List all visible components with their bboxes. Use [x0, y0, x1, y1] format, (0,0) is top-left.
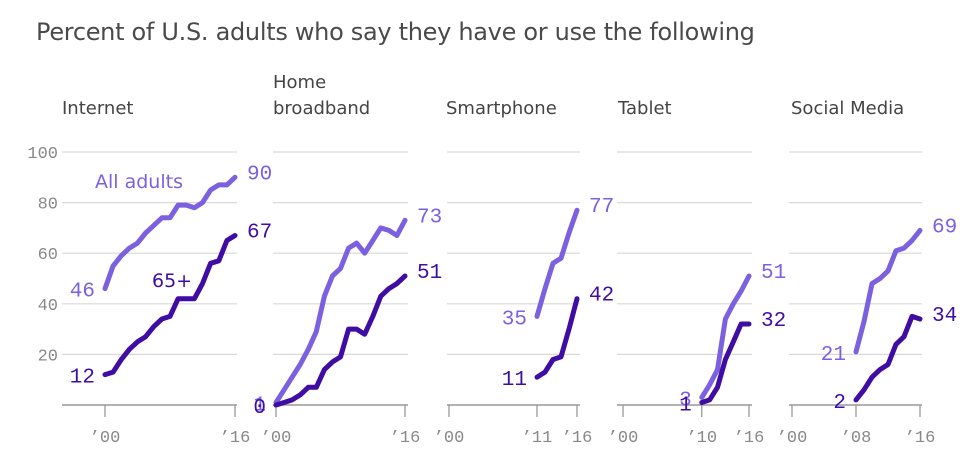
series-line-seniors: [102, 233, 238, 378]
end-value-label: 51: [761, 262, 786, 285]
panel-title-line: Home: [273, 72, 327, 93]
end-value-label: 69: [932, 216, 957, 239]
y-tick-label: 20: [38, 347, 58, 366]
start-value-label: 0: [253, 397, 266, 420]
x-tick-label: ’00: [261, 429, 292, 448]
x-tick-label: ’00: [777, 429, 808, 448]
start-value-label: 2: [833, 392, 846, 415]
start-value-label: 3: [679, 389, 692, 412]
end-value-label: 73: [417, 206, 442, 229]
end-value-label: 51: [417, 262, 442, 285]
x-tick-label: ’11: [522, 429, 553, 448]
series-line-seniors: [273, 273, 408, 408]
start-value-label: 21: [821, 344, 846, 367]
series-line-all-adults: [699, 273, 752, 400]
start-value-label: 1: [679, 394, 692, 417]
end-value-label: 42: [589, 285, 614, 308]
panel-title-internet: Internet: [62, 96, 133, 122]
series-line-seniors: [853, 313, 923, 403]
x-tick-label: ’10: [686, 429, 717, 448]
x-tick-label: ’16: [562, 429, 593, 448]
panel-title-line: broadband: [273, 98, 371, 119]
x-tick-label: ’08: [841, 429, 872, 448]
panel-title-home-broadband: Home broadband: [273, 70, 370, 122]
start-value-label: 11: [502, 369, 527, 392]
series-line-seniors: [699, 321, 752, 405]
series-line-all-adults: [853, 227, 923, 355]
panel-title-smartphone: Smartphone: [446, 96, 557, 122]
series-label-65-plus: 65+: [152, 270, 192, 292]
end-value-label: 90: [247, 163, 272, 186]
end-value-label: 67: [247, 221, 272, 244]
series-line-all-adults: [273, 217, 408, 405]
end-value-label: 77: [589, 196, 614, 219]
panel-title-line: Smartphone: [446, 98, 557, 119]
start-value-label: 1: [253, 394, 266, 417]
series-line-seniors: [534, 296, 580, 380]
end-value-label: 34: [932, 305, 957, 328]
series-label-all-adults: All adults: [95, 171, 183, 193]
series-line-all-adults: [534, 207, 580, 319]
x-tick-label: ’16: [220, 429, 251, 448]
y-tick-label: 60: [38, 246, 58, 265]
start-value-label: 46: [70, 281, 95, 304]
start-value-label: 35: [502, 308, 527, 331]
x-tick-label: ’00: [434, 429, 465, 448]
x-tick-label: ’00: [608, 429, 639, 448]
start-value-label: 12: [70, 367, 95, 390]
end-value-label: 32: [761, 310, 786, 333]
panel-title-line: Tablet: [618, 98, 672, 119]
series-line-all-adults: [102, 174, 238, 292]
y-tick-label: 100: [27, 145, 58, 164]
x-tick-label: ’16: [390, 429, 421, 448]
panel-title-line: Social Media: [791, 98, 905, 119]
panel-title-line: Internet: [62, 98, 134, 119]
x-tick-label: ’16: [905, 429, 936, 448]
x-tick-label: ’00: [90, 429, 121, 448]
panel-title-social-media: Social Media: [791, 96, 904, 122]
y-tick-label: 40: [38, 297, 58, 316]
chart-title: Percent of U.S. adults who say they have…: [36, 18, 755, 46]
panel-title-tablet: Tablet: [618, 96, 672, 122]
x-tick-label: ’16: [734, 429, 765, 448]
y-tick-label: 80: [38, 196, 58, 215]
